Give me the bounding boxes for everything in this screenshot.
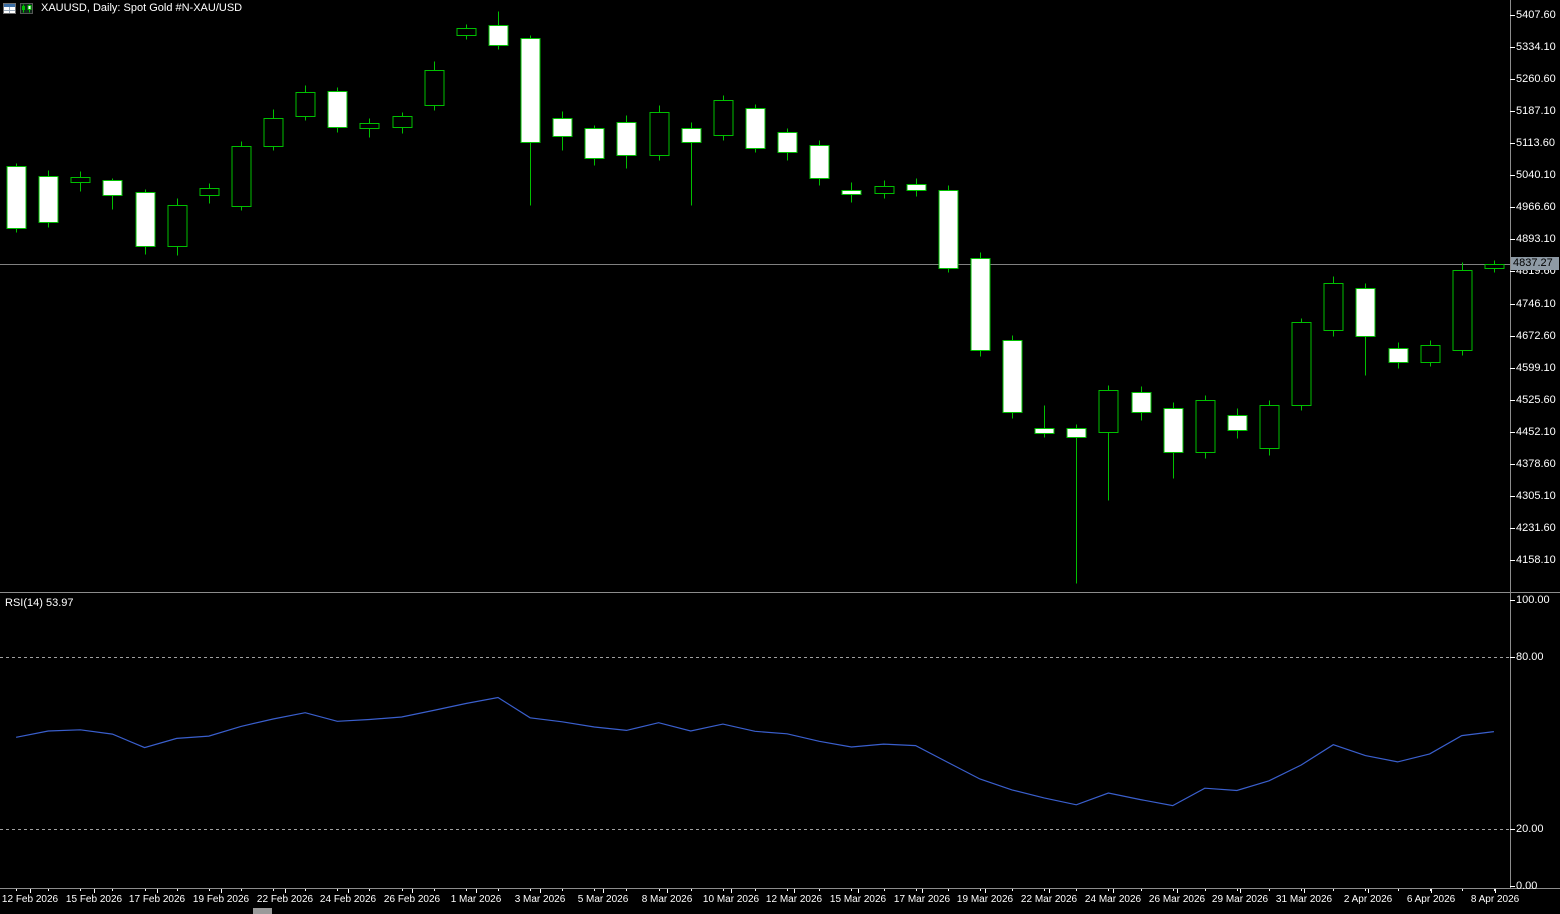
candles-layer — [6, 11, 1505, 584]
chart-title: XAUUSD, Daily: Spot Gold #N-XAU/USD — [41, 2, 243, 14]
date-axis-label: 24 Mar 2026 — [1084, 894, 1142, 905]
date-axis-label: 1 Mar 2026 — [450, 894, 502, 905]
date-axis-label: 3 Mar 2026 — [514, 894, 566, 905]
date-axis-label: 6 Apr 2026 — [1406, 894, 1456, 905]
date-axis-label: 5 Mar 2026 — [577, 894, 629, 905]
date-axis-label: 19 Feb 2026 — [192, 894, 250, 905]
price-axis-label: 5113.60 — [1516, 137, 1555, 149]
price-axis-label: 4158.10 — [1516, 554, 1556, 566]
price-axis-label: 4525.60 — [1516, 394, 1556, 406]
date-axis-label: 26 Feb 2026 — [383, 894, 441, 905]
date-axis-label: 8 Apr 2026 — [1470, 894, 1520, 905]
date-axis-label: 26 Mar 2026 — [1148, 894, 1206, 905]
horizontal-scrollbar-thumb[interactable] — [253, 908, 272, 914]
rsi-line — [15, 696, 1494, 807]
date-axis-label: 22 Feb 2026 — [256, 894, 314, 905]
price-axis-label: 4966.60 — [1516, 201, 1556, 213]
rsi-axis-label: 20.00 — [1516, 823, 1544, 835]
price-axis-label: 4231.60 — [1516, 522, 1556, 534]
date-axis-label: 12 Mar 2026 — [765, 894, 823, 905]
price-axis-label: 4599.10 — [1516, 362, 1556, 374]
price-axis-label: 4746.10 — [1516, 298, 1556, 310]
price-axis-label: 4452.10 — [1516, 426, 1556, 438]
price-axis-label: 5260.60 — [1516, 73, 1556, 85]
price-axis-label: 4893.10 — [1516, 233, 1556, 245]
ohlc-table-icon[interactable] — [3, 2, 16, 14]
date-axis-label: 19 Mar 2026 — [956, 894, 1014, 905]
current-price-marker: 4837.27 — [1511, 257, 1559, 270]
price-axis-label: 4378.60 — [1516, 458, 1556, 470]
date-axis-label: 8 Mar 2026 — [641, 894, 693, 905]
date-axis-label: 31 Mar 2026 — [1275, 894, 1333, 905]
rsi-axis-label: 0.00 — [1516, 880, 1538, 892]
date-axis-label: 29 Mar 2026 — [1211, 894, 1269, 905]
candlestick-chart-icon[interactable] — [20, 2, 33, 14]
date-axis-label: 15 Feb 2026 — [65, 894, 123, 905]
price-axis-label: 4672.60 — [1516, 330, 1556, 342]
rsi-indicator-label: RSI(14) 53.97 — [5, 597, 74, 609]
date-axis-label: 22 Mar 2026 — [1020, 894, 1078, 905]
date-axis-label: 15 Mar 2026 — [829, 894, 887, 905]
date-axis-label: 17 Feb 2026 — [128, 894, 186, 905]
rsi-axis-label: 100.00 — [1516, 594, 1550, 606]
price-axis-label: 5187.10 — [1516, 105, 1556, 117]
date-axis-label: 12 Feb 2026 — [1, 894, 59, 905]
date-axis-label: 10 Mar 2026 — [702, 894, 760, 905]
price-axis-label: 4305.10 — [1516, 490, 1556, 502]
price-axis-label: 5407.60 — [1516, 9, 1556, 21]
date-axis-label: 24 Feb 2026 — [319, 894, 377, 905]
date-axis-label: 17 Mar 2026 — [893, 894, 951, 905]
price-axis-label: 5334.10 — [1516, 41, 1556, 53]
chart-title-bar: XAUUSD, Daily: Spot Gold #N-XAU/USD — [3, 2, 242, 14]
date-axis-label: 2 Apr 2026 — [1343, 894, 1393, 905]
price-axis-label: 5040.10 — [1516, 169, 1556, 181]
rsi-layer — [0, 600, 1515, 887]
rsi-axis-label: 80.00 — [1516, 651, 1544, 663]
